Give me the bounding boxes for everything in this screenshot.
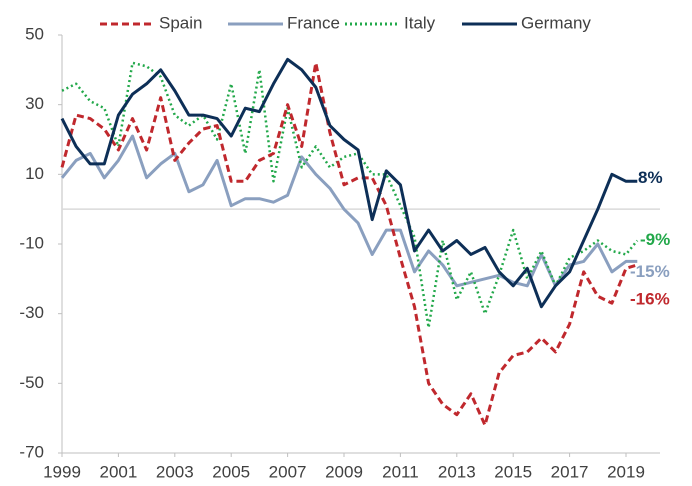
y-tick-label: -10 [19,233,44,252]
legend-label: France [287,13,340,32]
x-tick-label: 2001 [99,462,137,481]
legend-label: Germany [521,13,591,32]
series-line [60,61,638,427]
x-tick-label: 1999 [43,462,81,481]
legend-label: Spain [159,13,202,32]
y-tick-label: -30 [19,303,44,322]
x-tick-label: 2011 [382,462,419,481]
y-tick-label: -50 [19,373,44,392]
series-line [60,134,638,288]
y-tick-label: 30 [25,94,44,113]
y-tick-label: 10 [25,164,44,183]
end-label: -16% [630,289,670,308]
y-tick-label: 50 [25,24,44,43]
x-tick-label: 2013 [438,462,476,481]
end-label: -15% [630,262,670,281]
y-tick-label: -70 [19,442,44,461]
x-tick-label: 2005 [212,462,250,481]
series-line [61,61,639,329]
x-tick-label: 2017 [551,462,589,481]
end-label: 8% [638,168,663,187]
x-tick-label: 2007 [269,462,307,481]
x-tick-label: 2019 [607,462,645,481]
legend-label: Italy [404,13,436,32]
x-tick-label: 2003 [156,462,194,481]
x-tick-label: 2009 [325,462,363,481]
series-line [60,57,638,309]
end-label: -9% [640,230,670,249]
x-tick-label: 2015 [494,462,532,481]
